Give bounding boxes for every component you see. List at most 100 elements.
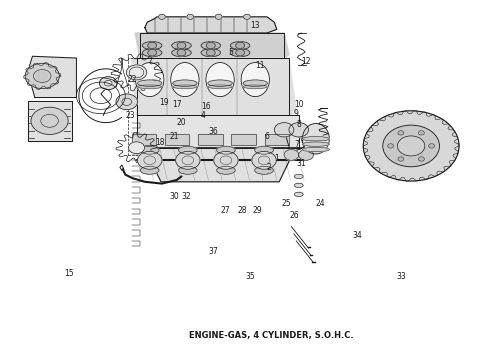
Text: 8: 8 [296,120,301,129]
Circle shape [99,77,117,90]
Ellipse shape [243,85,268,89]
Circle shape [215,14,222,19]
Ellipse shape [143,49,162,57]
Ellipse shape [255,146,273,154]
Ellipse shape [208,85,232,89]
Text: 5: 5 [228,48,233,57]
Circle shape [177,42,186,49]
Circle shape [25,63,59,89]
Bar [265,134,289,145]
Ellipse shape [302,136,329,141]
Circle shape [397,136,425,156]
Circle shape [236,42,245,49]
Text: 29: 29 [252,206,262,215]
Bar [198,134,222,145]
Circle shape [36,72,48,80]
Text: 23: 23 [125,111,135,120]
Circle shape [383,125,440,167]
Ellipse shape [294,183,303,188]
Ellipse shape [178,166,197,174]
Bar [165,134,189,145]
Circle shape [206,42,215,49]
Polygon shape [132,58,296,116]
Circle shape [398,157,404,161]
Ellipse shape [141,166,159,174]
Text: 36: 36 [208,127,218,136]
Text: 27: 27 [220,206,230,215]
Text: 25: 25 [282,199,292,208]
Bar [132,134,156,145]
Ellipse shape [302,123,329,154]
Circle shape [148,42,157,49]
Ellipse shape [172,85,197,89]
Circle shape [214,151,238,169]
Ellipse shape [208,80,232,86]
Ellipse shape [302,142,329,146]
Text: 24: 24 [316,199,325,208]
Circle shape [398,131,404,135]
Text: 13: 13 [250,21,260,30]
Ellipse shape [294,192,303,197]
Polygon shape [27,101,72,140]
Circle shape [31,107,68,134]
Ellipse shape [255,166,273,174]
Ellipse shape [206,63,234,96]
Text: 31: 31 [296,159,306,168]
Ellipse shape [201,41,220,49]
Bar [265,134,289,145]
Ellipse shape [143,41,162,49]
Polygon shape [137,116,299,148]
Bar [231,134,256,145]
Circle shape [418,157,424,161]
Circle shape [116,94,138,110]
Polygon shape [145,17,277,33]
Text: 15: 15 [64,269,74,278]
Circle shape [175,151,200,169]
Circle shape [274,123,294,137]
Circle shape [159,14,165,19]
Ellipse shape [136,63,164,96]
Text: 21: 21 [170,132,179,141]
Ellipse shape [230,49,250,57]
Text: 34: 34 [352,231,362,240]
Ellipse shape [294,174,303,179]
Text: 12: 12 [301,57,311,66]
Circle shape [126,65,147,80]
Circle shape [138,151,162,169]
Circle shape [252,151,276,169]
Text: 6: 6 [265,132,270,141]
Text: 33: 33 [396,272,406,281]
Bar [165,134,189,145]
Circle shape [177,49,186,56]
Circle shape [284,149,299,160]
Text: 28: 28 [238,206,247,215]
Circle shape [148,49,157,56]
Ellipse shape [201,49,220,57]
Text: 11: 11 [255,61,265,70]
Ellipse shape [172,49,191,57]
Ellipse shape [141,146,159,154]
Ellipse shape [217,166,235,174]
Ellipse shape [217,146,235,154]
Text: 1: 1 [274,154,279,163]
Text: 19: 19 [160,98,169,107]
Ellipse shape [171,63,199,96]
Text: 7: 7 [294,140,299,149]
Bar [231,134,256,145]
Circle shape [128,142,145,154]
Circle shape [206,49,215,56]
Polygon shape [137,148,304,182]
Circle shape [429,144,435,148]
Ellipse shape [241,63,270,96]
Ellipse shape [138,80,162,86]
Polygon shape [27,56,76,98]
Ellipse shape [172,41,191,49]
Polygon shape [135,33,289,58]
Text: 20: 20 [177,118,186,127]
Circle shape [418,131,424,135]
Text: ENGINE-GAS, 4 CYLINDER, S.O.H.C.: ENGINE-GAS, 4 CYLINDER, S.O.H.C. [189,332,353,341]
Ellipse shape [178,146,197,154]
Text: 18: 18 [155,138,164,147]
Ellipse shape [230,41,250,49]
Ellipse shape [302,147,329,152]
